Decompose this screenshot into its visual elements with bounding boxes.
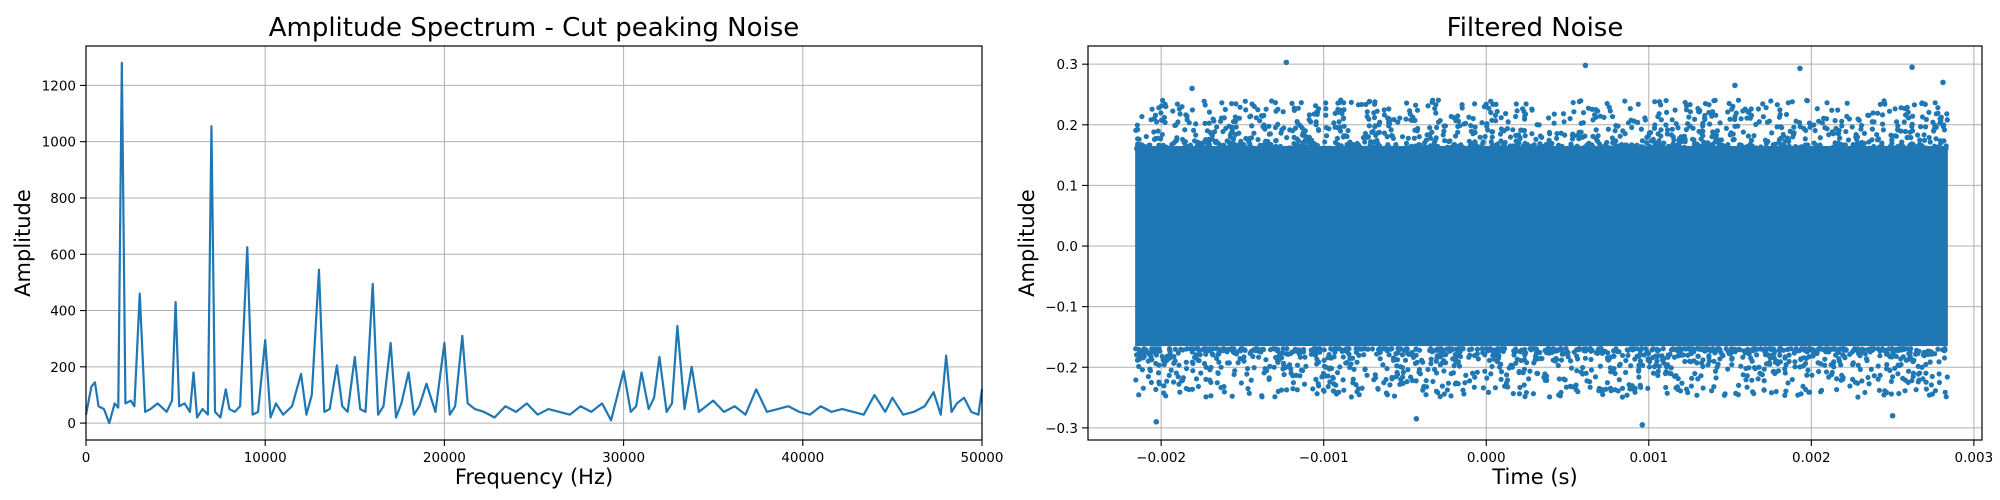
spectrum-plot-area <box>86 46 982 440</box>
c2-xtick-label: −0.002 <box>1136 450 1186 466</box>
c2-xtick-label: 0.003 <box>1955 450 1994 466</box>
spectrum-chart: 0 10000 20000 30000 40000 50000 0 200 400 600 800 1… <box>11 13 1003 489</box>
c2-ytick-label: −0.3 <box>1045 421 1078 437</box>
spectrum-line <box>84 61 984 425</box>
noise-dense-core <box>1135 146 1948 347</box>
spectrum-ticks: 0 10000 20000 30000 40000 50000 0 200 400 600 800 1… <box>42 78 1004 466</box>
c1-xtick-label: 40000 <box>781 450 824 466</box>
c1-xtick-label: 10000 <box>244 450 287 466</box>
c2-ytick-label: 0.0 <box>1057 239 1078 255</box>
noise-ticks: −0.002 −0.001 0.000 0.001 0.002 0.003 −0.3 −0.2… <box>1045 57 1993 466</box>
c1-xtick-label: 50000 <box>961 450 1004 466</box>
c1-xtick-label: 20000 <box>423 450 466 466</box>
noise-axes-frame <box>1087 45 1983 441</box>
noise-outlier-point <box>1732 82 1738 89</box>
c2-xtick-label: 0.000 <box>1467 450 1506 466</box>
c1-ytick-label: 600 <box>50 247 76 263</box>
noise-outlier-point <box>1582 62 1589 69</box>
c1-ytick-label: 200 <box>50 360 76 376</box>
c2-ytick-label: 0.3 <box>1057 57 1078 73</box>
noise-outlier-point <box>1413 415 1420 422</box>
noise-outlier-point <box>1153 419 1160 425</box>
c2-ytick-label: −0.2 <box>1045 360 1078 376</box>
c1-xtick-label: 30000 <box>602 450 645 466</box>
noise-xlabel: Time (s) <box>1491 465 1577 489</box>
noise-outlier-point <box>1797 65 1803 72</box>
noise-ylabel: Amplitude <box>1015 189 1039 297</box>
c2-xtick-label: 0.002 <box>1792 450 1831 466</box>
c1-ytick-label: 400 <box>50 304 76 320</box>
noise-outlier-point <box>1189 85 1195 92</box>
noise-series <box>1133 59 1950 428</box>
c1-ytick-label: 1200 <box>42 78 76 94</box>
noise-chart: −0.002 −0.001 0.000 0.001 0.002 0.003 −0.3 −0.2… <box>1015 13 1993 489</box>
noise-outlier-point <box>1639 422 1646 428</box>
spectrum-series <box>84 61 984 425</box>
noise-outlier-point <box>1283 59 1290 66</box>
noise-outlier-point <box>1909 64 1915 71</box>
c2-ytick-label: 0.2 <box>1057 118 1078 134</box>
spectrum-axes-frame <box>85 45 983 441</box>
c2-xtick-label: 0.001 <box>1629 450 1668 466</box>
c1-ytick-label: 0 <box>67 416 76 432</box>
c1-ytick-label: 1000 <box>42 135 76 151</box>
noise-outlier-point <box>1889 412 1896 419</box>
spectrum-xlabel: Frequency (Hz) <box>455 465 613 489</box>
noise-title: Filtered Noise <box>1447 13 1624 43</box>
noise-outlier-point <box>1940 79 1946 86</box>
c1-ytick-label: 800 <box>50 191 76 207</box>
c1-xtick-label: 0 <box>82 450 91 466</box>
c2-xtick-label: −0.001 <box>1299 450 1349 466</box>
c2-ytick-label: 0.1 <box>1057 178 1078 194</box>
noise-scatter-points <box>1133 97 1950 400</box>
c2-ytick-label: −0.1 <box>1045 300 1078 316</box>
spectrum-ylabel: Amplitude <box>11 189 35 297</box>
spectrum-title: Amplitude Spectrum - Cut peaking Noise <box>269 13 800 43</box>
